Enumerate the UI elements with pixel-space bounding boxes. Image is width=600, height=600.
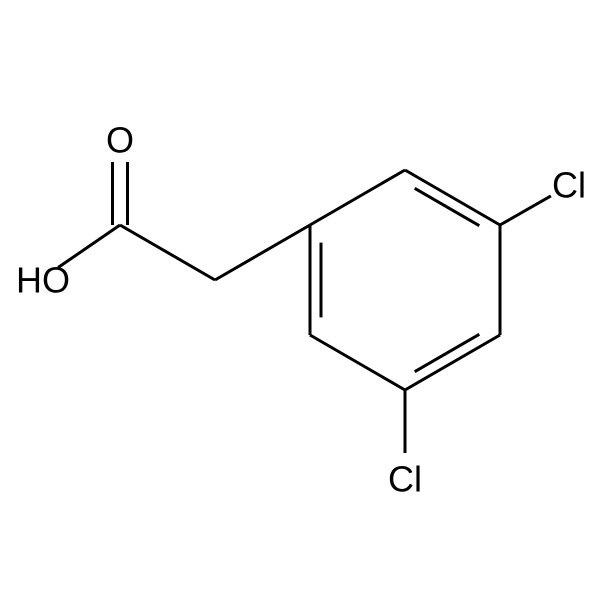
molecule-diagram: O HO Cl Cl: [0, 0, 600, 600]
bond: [215, 225, 310, 280]
atom-label-cl: Cl: [552, 165, 586, 206]
bond: [310, 170, 405, 225]
atom-label-cl: Cl: [388, 459, 422, 500]
bond: [120, 225, 215, 280]
bond: [405, 170, 500, 225]
bond: [310, 335, 405, 390]
atom-label-o: O: [106, 120, 134, 161]
bond: [405, 335, 500, 390]
atom-label-o: HO: [16, 260, 70, 301]
bond: [500, 196, 551, 225]
